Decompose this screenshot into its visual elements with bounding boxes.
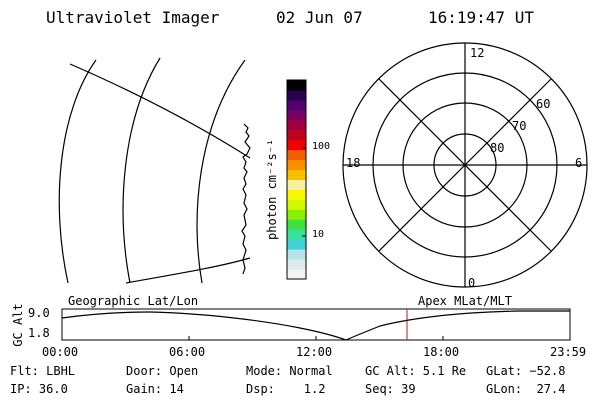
ytick-1-8: 1.8 <box>28 326 50 340</box>
mlt-label-bottom: 0 <box>468 276 476 290</box>
seq-status: Seq: 39 <box>365 382 416 396</box>
gain-status: Gain: 14 <box>126 382 184 396</box>
xtick-0600: 06:00 <box>169 345 206 359</box>
colorbar-band <box>287 80 306 91</box>
xtick-2359: 23:59 <box>550 345 587 359</box>
lat-label-80: 80 <box>490 141 505 155</box>
coastline <box>241 123 251 275</box>
time-label: 16:19:47 UT <box>428 8 534 27</box>
colorbar-band <box>287 169 306 180</box>
xtick-1200: 12:00 <box>296 345 333 359</box>
mlt-label-top: 12 <box>470 46 485 60</box>
colorbar-band <box>287 119 306 131</box>
colorbar-tick-100: 100 <box>312 141 331 152</box>
colorbar-band <box>287 159 306 171</box>
colorbar-band <box>287 189 306 200</box>
colorbar-band <box>287 209 306 220</box>
colorbar-band <box>287 259 306 270</box>
map-arc-2 <box>122 57 161 284</box>
colorbar-band <box>287 239 306 250</box>
map-arc-1 <box>58 59 97 284</box>
door-status: Door: Open <box>126 364 199 378</box>
xtick-0000: 00:00 <box>42 345 79 359</box>
colorbar-frame <box>286 79 307 280</box>
colorbar-band <box>287 179 306 190</box>
glat-status: GLat: −52.8 <box>486 364 566 378</box>
colorbar-band <box>287 129 306 141</box>
map-latitude-line <box>125 257 251 284</box>
map-longitude-line <box>69 63 251 159</box>
lat-label-60: 60 <box>536 97 551 111</box>
apex-label: Apex MLat/MLT <box>418 294 512 308</box>
date-label: 02 Jun 07 <box>276 8 363 27</box>
geographic-label: Geographic Lat/Lon <box>68 294 199 308</box>
colorbar-band <box>287 149 306 161</box>
colorbar-band <box>287 89 306 101</box>
lat-label-70: 70 <box>512 119 527 133</box>
colorbar-band <box>287 199 306 210</box>
altitude-curve <box>61 310 570 341</box>
xtick-1800: 18:00 <box>423 345 460 359</box>
colorbar-band <box>287 249 306 260</box>
colorbar-band <box>287 269 306 280</box>
map-arc-3 <box>196 59 246 284</box>
ip-status: IP: 36.0 <box>10 382 68 396</box>
mode-status: Mode: Normal <box>246 364 333 378</box>
colorbar-band <box>287 219 306 230</box>
ytick-9: 9.0 <box>28 306 50 320</box>
dsp-status: Dsp: 1.2 <box>246 382 326 396</box>
filter-status: Flt: LBHL <box>10 364 76 378</box>
mlt-label-left: 18 <box>346 156 361 170</box>
instrument-title: Ultraviolet Imager <box>46 8 220 27</box>
gc-alt-status: GC Alt: 5.1 Re <box>365 364 467 378</box>
colorbar-band <box>287 109 306 121</box>
polar-diagonal-2 <box>378 78 552 252</box>
colorbar-tick-10: 10 <box>312 229 325 240</box>
colorbar-band <box>287 139 306 151</box>
plot-frame <box>61 308 571 341</box>
mlt-label-right: 6 <box>575 156 583 170</box>
colorbar-band <box>287 229 306 240</box>
glon-status: GLon: 27.4 <box>486 382 566 396</box>
colorbar-band <box>287 99 306 111</box>
